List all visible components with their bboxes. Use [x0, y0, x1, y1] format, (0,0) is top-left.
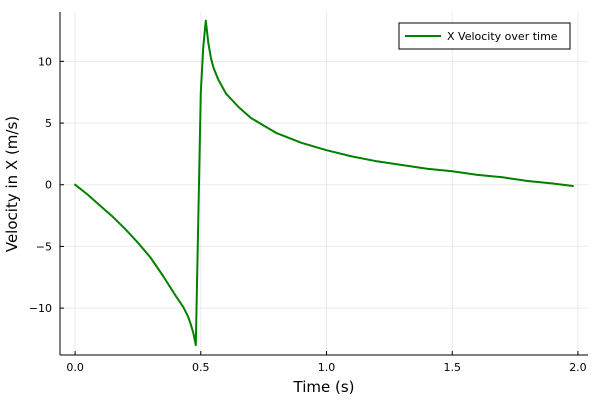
x-tick-label: 2.0 — [569, 361, 587, 374]
y-tick-label: 5 — [45, 117, 52, 130]
legend-label: X Velocity over time — [447, 30, 558, 43]
y-tick-label: 0 — [45, 179, 52, 192]
x-tick-label: 1.0 — [318, 361, 336, 374]
x-axis-label: Time (s) — [293, 378, 355, 396]
y-tick-label: 10 — [38, 55, 52, 68]
y-ticks: −10 −5 0 5 10 — [29, 55, 64, 315]
axes — [59, 12, 588, 356]
x-ticks: 0.0 0.5 1.0 1.5 2.0 — [66, 351, 587, 374]
series-line — [74, 19, 574, 347]
y-tick-label: −10 — [29, 302, 52, 315]
y-axis-label: Velocity in X (m/s) — [3, 116, 21, 252]
series-layer — [74, 19, 574, 347]
x-tick-label: 1.5 — [443, 361, 461, 374]
legend: X Velocity over time — [398, 22, 571, 50]
grid — [60, 12, 588, 355]
y-tick-label: −5 — [36, 240, 52, 253]
x-tick-label: 0.5 — [192, 361, 210, 374]
x-tick-label: 0.0 — [66, 361, 84, 374]
